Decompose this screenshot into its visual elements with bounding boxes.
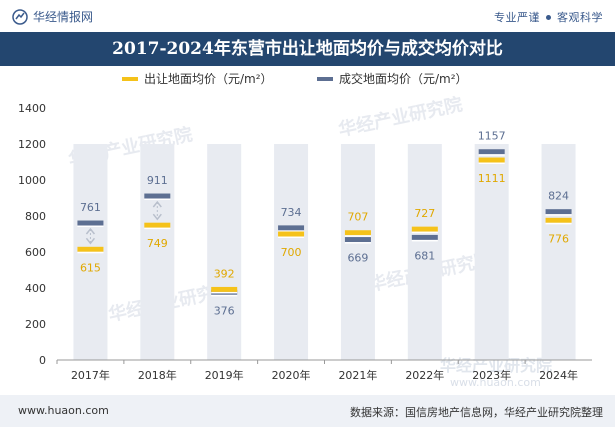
deal-price-mark-highlight bbox=[144, 198, 171, 201]
y-tick-label: 400 bbox=[25, 282, 46, 295]
deal-price-mark bbox=[411, 234, 438, 240]
footer: www.huaon.com 数据来源：国信房地产信息网，华经产业研究院整理 bbox=[0, 395, 615, 427]
land-price-label: 749 bbox=[147, 237, 168, 250]
deal-price-mark-highlight bbox=[211, 294, 238, 297]
deal-price-mark-highlight bbox=[545, 214, 572, 216]
watermark-text: 华经产业研究院 bbox=[440, 356, 552, 375]
chart-title: 2017-2024年东营市出让地面均价与成交均价对比 bbox=[0, 32, 615, 66]
x-tick-label: 2022年 bbox=[405, 368, 444, 382]
column-background bbox=[474, 144, 509, 360]
y-tick-label: 1400 bbox=[18, 102, 46, 115]
column-background bbox=[207, 144, 242, 360]
x-tick-label: 2018年 bbox=[138, 368, 177, 382]
y-tick-label: 600 bbox=[25, 246, 46, 259]
deal-price-mark bbox=[344, 237, 371, 243]
deal-price-label: 911 bbox=[147, 174, 168, 187]
deal-price-mark-highlight bbox=[278, 230, 305, 232]
watermark-text: 华经产业研究院 bbox=[336, 93, 464, 141]
deal-price-mark bbox=[278, 225, 305, 231]
land-price-label: 392 bbox=[214, 267, 235, 280]
deal-price-mark-highlight bbox=[77, 225, 104, 228]
x-tick-label: 2019年 bbox=[205, 368, 244, 382]
top-bar: 华经情报网 专业严谨 客观科学 bbox=[0, 0, 615, 32]
land-price-mark-highlight bbox=[278, 236, 305, 238]
deal-price-mark-highlight bbox=[411, 239, 438, 242]
legend-label-2: 成交地面均价（元/m²） bbox=[339, 71, 468, 86]
gap-arrow-icon bbox=[85, 227, 96, 235]
footer-website[interactable]: www.huaon.com bbox=[18, 404, 109, 417]
y-tick-label: 0 bbox=[39, 354, 46, 367]
brand-name: 华经情报网 bbox=[33, 10, 94, 24]
deal-price-mark bbox=[478, 149, 505, 155]
column-background bbox=[541, 144, 576, 360]
y-tick-label: 1200 bbox=[18, 138, 46, 151]
x-axis: 2017年 2018年 2019年 2020年 2021年 2022年 2023年 2024年 bbox=[56, 359, 592, 382]
land-price-mark-highlight bbox=[411, 231, 438, 234]
legend-swatch-1 bbox=[122, 77, 138, 81]
deal-price-label: 376 bbox=[214, 304, 235, 317]
land-price-label: 727 bbox=[414, 207, 435, 220]
brand[interactable]: 华经情报网 bbox=[12, 8, 93, 25]
deal-price-mark bbox=[77, 220, 104, 226]
data-marks: 615 761 749 911 392 376 700 734 707 669 727 681 1111… bbox=[77, 130, 572, 317]
column-background bbox=[274, 144, 309, 360]
x-tick-label: 2023年 bbox=[472, 368, 511, 382]
land-price-mark bbox=[478, 157, 505, 163]
gap-arrow-icon bbox=[152, 213, 162, 221]
x-tick-label: 2017年 bbox=[71, 368, 110, 382]
land-price-mark-highlight bbox=[211, 291, 238, 294]
land-price-label: 1111 bbox=[478, 172, 506, 185]
deal-price-mark bbox=[545, 209, 572, 215]
deal-price-mark-highlight bbox=[478, 154, 505, 156]
y-tick-label: 200 bbox=[25, 318, 46, 331]
x-tick-label: 2024年 bbox=[539, 368, 578, 382]
land-price-mark bbox=[144, 222, 171, 228]
y-axis: 0 200 400 600 800 1000 1200 1400 bbox=[18, 102, 46, 367]
deal-price-label: 761 bbox=[80, 201, 101, 214]
deal-price-label: 669 bbox=[347, 252, 368, 265]
land-price-label: 615 bbox=[80, 261, 101, 274]
land-price-mark bbox=[545, 217, 572, 223]
legend: 出让地面均价（元/m²） 成交地面均价（元/m²） bbox=[122, 71, 468, 86]
land-price-mark bbox=[344, 230, 371, 236]
land-price-mark bbox=[411, 226, 438, 232]
land-price-mark bbox=[77, 246, 104, 252]
brand-logo-icon bbox=[12, 8, 28, 25]
land-price-mark-highlight bbox=[545, 222, 572, 225]
x-tick-label: 2020年 bbox=[272, 368, 311, 382]
deal-price-mark bbox=[144, 193, 171, 199]
x-tick-label: 2021年 bbox=[338, 368, 377, 382]
y-tick-label: 800 bbox=[25, 210, 46, 223]
column-background bbox=[140, 144, 175, 360]
land-price-mark-highlight bbox=[344, 235, 371, 237]
column-background bbox=[340, 144, 375, 360]
land-price-label: 700 bbox=[281, 246, 302, 259]
column-background bbox=[407, 144, 442, 360]
dot-separator-icon bbox=[546, 14, 551, 20]
land-price-mark bbox=[211, 286, 238, 292]
y-tick-label: 1000 bbox=[18, 174, 46, 187]
deal-price-label: 824 bbox=[548, 190, 569, 203]
land-price-mark bbox=[278, 231, 305, 237]
land-price-label: 707 bbox=[347, 211, 368, 224]
chart: 华经产业研究院 华经产业研究院 华经产业研究院 华经产业研究院 华经产业研究院 … bbox=[18, 71, 592, 389]
column-backgrounds bbox=[73, 144, 576, 360]
watermark-url: www.huaon.com bbox=[450, 376, 541, 389]
slogan-left: 专业严谨 bbox=[494, 11, 540, 24]
legend-swatch-2 bbox=[317, 77, 333, 81]
land-price-mark-highlight bbox=[144, 227, 171, 230]
legend-label-1: 出让地面均价（元/m²） bbox=[144, 72, 273, 86]
gap-arrow-icon bbox=[85, 237, 96, 245]
deal-price-label: 734 bbox=[281, 206, 302, 219]
deal-price-label: 1157 bbox=[478, 130, 506, 143]
land-price-mark-highlight bbox=[77, 251, 104, 254]
deal-price-mark-highlight bbox=[344, 242, 371, 244]
slogan: 专业严谨 客观科学 bbox=[494, 9, 603, 25]
slogan-right: 客观科学 bbox=[557, 11, 603, 24]
footer-source: 数据来源：国信房地产信息网，华经产业研究院整理 bbox=[350, 406, 603, 419]
deal-price-label: 681 bbox=[414, 249, 435, 262]
gap-arrow-icon bbox=[152, 200, 162, 208]
land-price-mark-highlight bbox=[478, 162, 505, 165]
land-price-label: 776 bbox=[548, 232, 569, 245]
